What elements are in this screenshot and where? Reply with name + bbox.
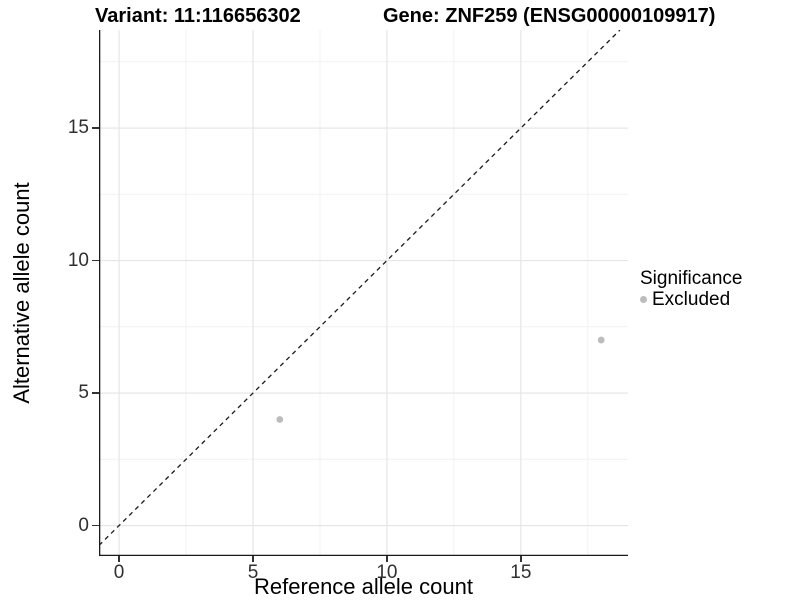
y-tick-label: 15 [67,117,89,139]
data-point [597,336,605,344]
y-tick-label: 5 [78,382,89,404]
y-tick-label: 10 [67,249,89,271]
x-tick-label: 15 [510,562,532,583]
variant-title: Variant: 11:116656302 [95,5,301,27]
x-axis-title: Reference allele count [254,574,473,599]
x-tick-mark [118,556,120,562]
y-tick-mark [92,259,99,262]
x-tick-label: 0 [113,562,125,583]
y-tick-label: 0 [78,514,89,536]
plot-panel [99,30,628,556]
y-tick-mark [92,524,99,527]
identity-line [99,30,621,546]
x-tick-label: 5 [247,562,259,583]
x-tick-mark [252,556,254,562]
y-tick-mark [92,392,99,394]
legend-entry: Excluded [640,289,742,310]
legend-key-dot-icon [640,296,647,303]
x-tick-mark [386,556,388,562]
gene-title: Gene: ZNF259 (ENSG00000109917) [383,5,716,27]
legend: Significance Excluded [640,268,742,310]
x-tick-label: 10 [376,562,398,583]
plot-area-svg [99,30,628,556]
legend-title: Significance [640,268,743,289]
y-tick-mark [92,127,99,129]
y-axis-title: Alternative allele count [9,182,34,404]
data-point [276,416,284,423]
x-tick-mark [520,556,522,562]
legend-entry-label: Excluded [652,289,731,310]
